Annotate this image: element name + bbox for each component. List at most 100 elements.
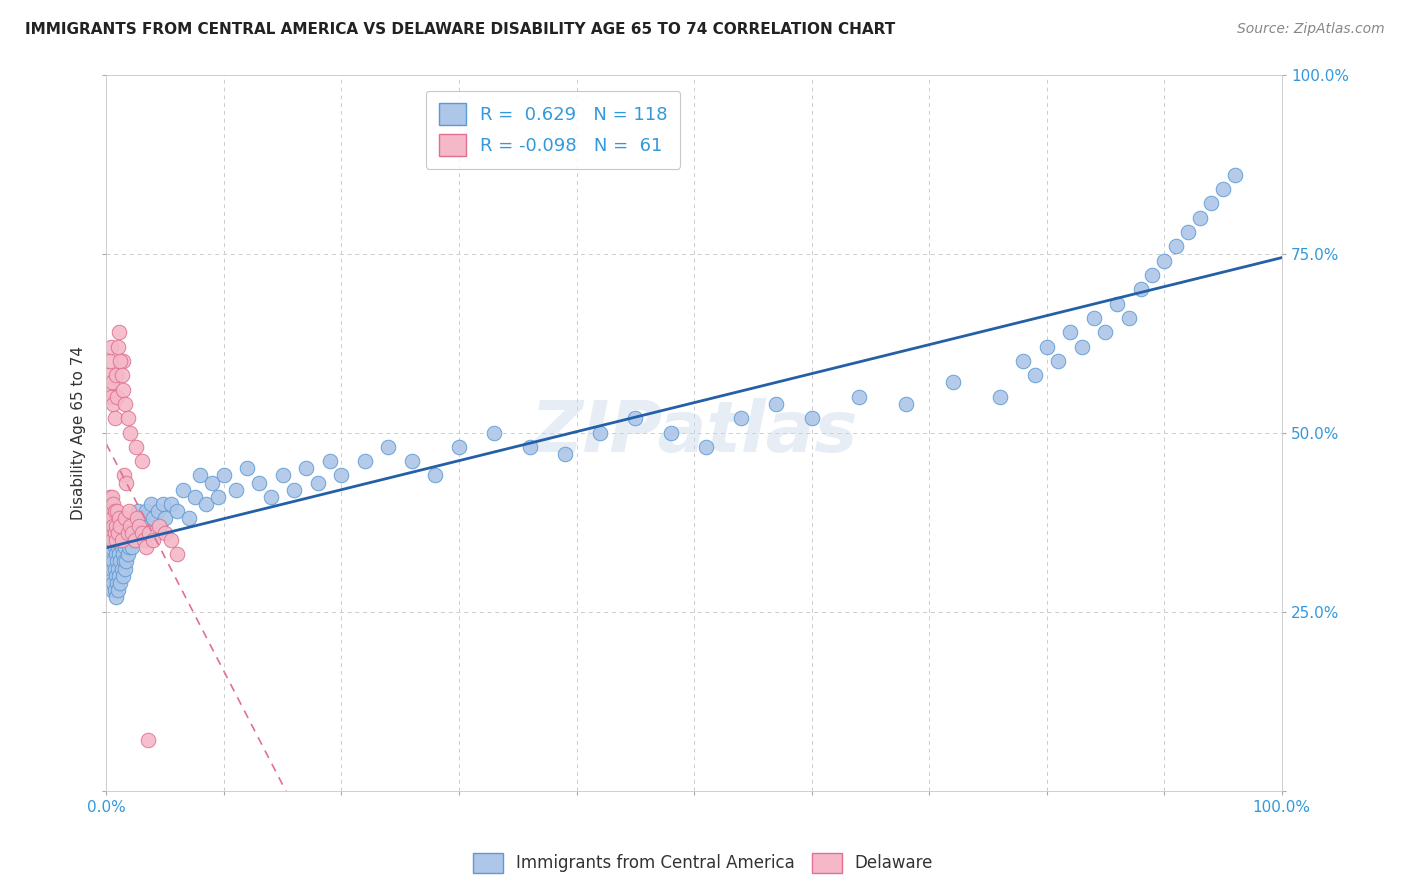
Point	[110, 533, 132, 547]
Point	[122, 518, 145, 533]
Point	[319, 454, 342, 468]
Text: IMMIGRANTS FROM CENTRAL AMERICA VS DELAWARE DISABILITY AGE 65 TO 74 CORRELATION : IMMIGRANTS FROM CENTRAL AMERICA VS DELAW…	[25, 22, 896, 37]
Point	[425, 468, 447, 483]
Point	[105, 575, 128, 590]
Point	[114, 540, 136, 554]
Point	[659, 425, 682, 440]
Point	[112, 533, 135, 547]
Point	[1083, 310, 1105, 325]
Point	[114, 511, 136, 525]
Point	[1223, 168, 1246, 182]
Point	[153, 525, 176, 540]
Point	[103, 525, 125, 540]
Point	[103, 518, 125, 533]
Text: ZIPatlas: ZIPatlas	[530, 398, 858, 467]
Point	[131, 454, 153, 468]
Legend: Immigrants from Central America, Delaware: Immigrants from Central America, Delawar…	[467, 847, 939, 880]
Point	[132, 525, 155, 540]
Point	[104, 547, 127, 561]
Point	[103, 397, 125, 411]
Point	[100, 504, 122, 518]
Point	[108, 547, 131, 561]
Point	[114, 561, 136, 575]
Point	[207, 490, 229, 504]
Point	[104, 591, 127, 605]
Point	[377, 440, 399, 454]
Point	[135, 540, 157, 554]
Point	[118, 504, 141, 518]
Point	[1094, 326, 1116, 340]
Point	[988, 390, 1011, 404]
Point	[145, 525, 167, 540]
Point	[138, 518, 160, 533]
Point	[1164, 239, 1187, 253]
Point	[295, 461, 318, 475]
Point	[104, 561, 127, 575]
Point	[104, 518, 127, 533]
Point	[624, 411, 647, 425]
Point	[212, 468, 235, 483]
Point	[1142, 268, 1164, 282]
Point	[107, 561, 129, 575]
Point	[110, 554, 132, 568]
Point	[138, 525, 160, 540]
Text: Source: ZipAtlas.com: Source: ZipAtlas.com	[1237, 22, 1385, 37]
Point	[105, 533, 128, 547]
Point	[132, 533, 155, 547]
Point	[190, 468, 212, 483]
Point	[111, 547, 134, 561]
Point	[201, 475, 224, 490]
Point	[124, 533, 146, 547]
Point	[1188, 211, 1211, 225]
Point	[401, 454, 423, 468]
Point	[105, 554, 128, 568]
Point	[519, 440, 541, 454]
Legend: R =  0.629   N = 118, R = -0.098   N =  61: R = 0.629 N = 118, R = -0.098 N = 61	[426, 91, 681, 169]
Point	[118, 533, 141, 547]
Point	[146, 504, 169, 518]
Point	[101, 511, 124, 525]
Point	[142, 533, 165, 547]
Point	[942, 376, 965, 390]
Point	[247, 475, 270, 490]
Point	[589, 425, 612, 440]
Point	[1107, 296, 1129, 310]
Point	[104, 540, 127, 554]
Point	[103, 575, 125, 590]
Point	[283, 483, 305, 497]
Point	[125, 511, 148, 525]
Point	[104, 368, 127, 383]
Point	[1071, 340, 1094, 354]
Point	[128, 518, 150, 533]
Point	[121, 525, 143, 540]
Point	[97, 368, 120, 383]
Point	[1035, 340, 1057, 354]
Point	[271, 468, 294, 483]
Point	[101, 376, 124, 390]
Point	[117, 525, 139, 540]
Point	[127, 504, 149, 518]
Point	[98, 490, 121, 504]
Point	[554, 447, 576, 461]
Point	[111, 561, 134, 575]
Point	[98, 383, 121, 397]
Point	[103, 554, 125, 568]
Point	[894, 397, 917, 411]
Point	[135, 504, 157, 518]
Point	[108, 568, 131, 582]
Point	[98, 354, 121, 368]
Point	[104, 525, 127, 540]
Point	[172, 483, 194, 497]
Point	[114, 397, 136, 411]
Point	[128, 518, 150, 533]
Point	[225, 483, 247, 497]
Point	[148, 518, 170, 533]
Point	[104, 525, 127, 540]
Point	[111, 383, 134, 397]
Point	[447, 440, 470, 454]
Point	[730, 411, 752, 425]
Point	[125, 525, 148, 540]
Point	[115, 533, 138, 547]
Point	[110, 518, 132, 533]
Point	[183, 490, 205, 504]
